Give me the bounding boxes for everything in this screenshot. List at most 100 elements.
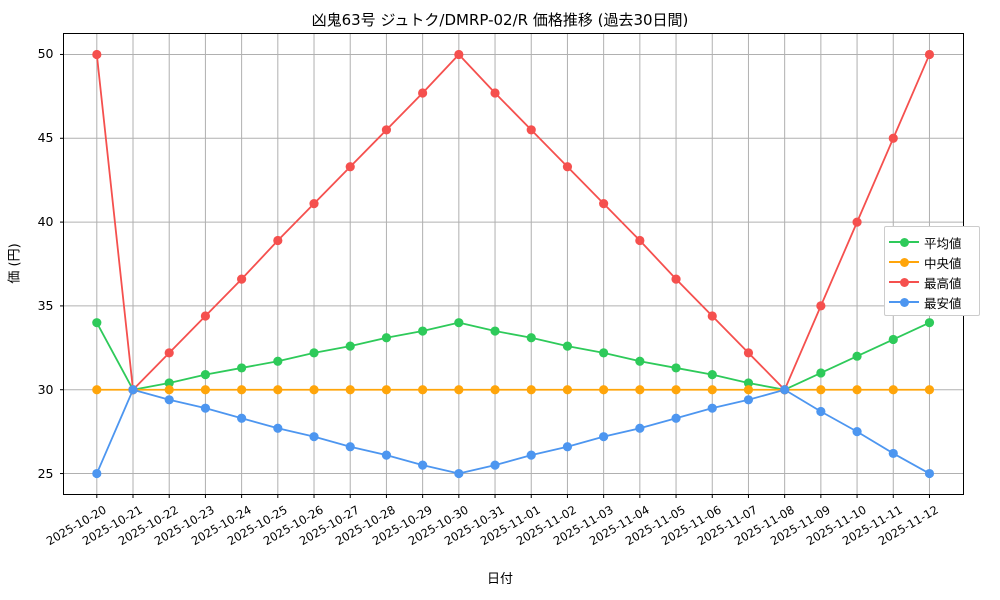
data-point-marker [743,395,754,405]
data-point-marker [743,385,754,395]
data-point-marker [888,385,898,395]
legend-swatch-lowest [889,295,919,309]
data-point-marker [599,385,609,395]
data-point-marker [888,448,898,459]
data-point-marker [309,385,319,395]
data-point-marker [345,341,355,351]
data-point-marker [924,49,935,60]
legend-swatch-average [889,235,919,249]
y-tick-label: 25 [37,465,54,481]
data-point-marker [707,311,717,321]
data-point-marker [164,395,174,405]
data-point-marker [816,368,826,378]
data-point-marker [345,162,355,172]
y-axis-label: 価 (円) [7,243,23,284]
data-point-marker [92,468,102,479]
series-lines [95,53,931,475]
data-point-marker [164,385,174,395]
legend-item-highest[interactable]: 最高値 [889,272,975,292]
data-point-marker [635,356,645,366]
data-point-marker [707,385,717,395]
data-point-marker [454,385,464,395]
legend-item-median[interactable]: 中央値 [889,252,975,272]
data-point-marker [381,125,392,135]
data-point-marker [562,341,573,351]
data-point-marker [92,318,102,328]
legend-dot-average [900,238,909,247]
data-point-marker [635,385,645,395]
y-tick-label: 35 [37,297,54,313]
y-tick-marks [60,53,64,475]
gridlines [63,33,964,495]
data-point-marker [816,406,826,417]
y-tick-label: 40 [37,214,54,230]
data-point-marker [526,450,536,460]
series-markers [92,49,935,479]
data-point-marker [852,351,862,361]
data-point-marker [562,385,573,395]
data-point-marker [526,385,536,395]
legend-dot-lowest [900,298,909,307]
data-point-marker [599,348,609,358]
legend-dot-median [900,258,909,267]
data-point-marker [671,413,681,423]
data-point-marker [200,403,211,413]
data-point-marker [454,468,464,479]
data-point-marker [562,442,573,452]
data-point-marker [816,301,826,311]
data-point-marker [273,385,283,395]
legend-label-average: 平均値 [924,235,962,251]
data-point-marker [345,442,355,452]
y-tick-label: 50 [37,46,54,62]
data-point-marker [707,403,717,413]
data-point-marker [599,432,609,442]
data-point-marker [671,363,681,373]
series-line-2 [95,53,931,391]
data-point-marker [924,318,935,328]
x-tick-marks [96,494,930,498]
data-point-marker [454,318,464,328]
data-point-marker [888,133,898,143]
data-point-marker [237,413,247,423]
chart-title: 凶鬼63号 ジュトク/DMRP-02/R 価格推移 (過去30日間) [311,11,689,29]
data-point-marker [164,348,174,358]
data-point-marker [92,385,102,395]
data-point-marker [635,235,645,246]
data-point-marker [237,363,247,373]
data-point-marker [490,88,500,98]
data-point-marker [852,385,862,395]
legend-item-average[interactable]: 平均値 [889,232,975,252]
data-point-marker [490,460,500,470]
data-point-marker [671,274,681,284]
data-point-marker [852,427,862,437]
data-point-marker [381,333,392,343]
data-point-marker [924,468,935,479]
chart-legend: 平均値 中央値 最高値 最安値 [884,226,980,316]
data-point-marker [237,385,247,395]
data-point-marker [816,385,826,395]
data-point-marker [924,385,935,395]
data-point-marker [852,217,862,227]
data-point-marker [309,432,319,442]
y-tick-label: 45 [37,130,54,146]
data-point-marker [490,385,500,395]
data-point-marker [888,334,898,345]
legend-label-lowest: 最安値 [924,295,962,311]
data-point-marker [128,385,138,395]
data-point-marker [526,125,536,135]
data-point-marker [345,385,355,395]
data-point-marker [418,385,428,395]
data-point-marker [273,235,283,246]
legend-item-lowest[interactable]: 最安値 [889,292,975,312]
data-point-marker [200,385,211,395]
data-point-marker [309,348,319,358]
x-axis-label: 日付 [486,572,513,587]
data-point-marker [743,378,754,388]
data-point-marker [599,199,609,209]
data-point-marker [273,423,283,433]
data-point-marker [92,49,102,60]
data-point-marker [454,49,464,60]
data-point-marker [707,370,717,380]
data-point-marker [418,460,428,470]
